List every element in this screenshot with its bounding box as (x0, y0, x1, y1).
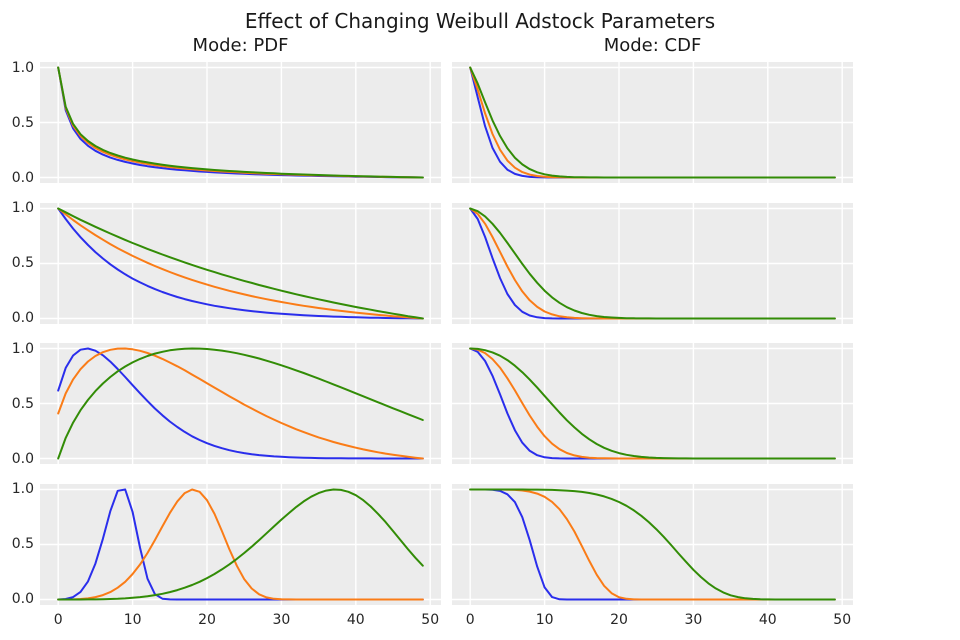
plot-area (40, 343, 441, 464)
y-tick-label: 0.0 (11, 169, 34, 186)
subplot-shape-0.5-cdf: Mode: CDF (452, 35, 853, 183)
y-tick-label: 1.0 (11, 59, 34, 76)
plot-area (40, 62, 441, 183)
plot-area (40, 202, 441, 324)
x-tick-label: 10 (123, 611, 142, 628)
series-pdf-shape1-scale40 (57, 207, 424, 319)
series-pdf-shape5-scale40 (57, 488, 424, 600)
y-tick-label: 0.0 (11, 591, 34, 607)
y-tick-label: 0.0 (11, 310, 34, 326)
plot-area (452, 343, 853, 464)
x-tick-label: 40 (346, 611, 365, 628)
series-pdf-shape5-scale20 (57, 488, 424, 600)
subplot-shape-1.5-cdf (452, 343, 853, 464)
y-tick-label: 0.5 (11, 114, 34, 131)
x-tick-label: 30 (684, 611, 703, 628)
series-pdf-shape1-scale10 (57, 207, 424, 319)
subplot-shape-5-cdf: 0 10 20 30 40 50 (452, 483, 853, 628)
subplot-shape-1-pdf: 0.0 0.5 1.0 (12, 200, 441, 326)
plot-area (40, 483, 441, 605)
y-tick-label: 0.5 (11, 536, 34, 552)
x-tick-label: 0 (465, 611, 475, 628)
series-cdf-shape0.5-scale40 (469, 66, 836, 179)
x-tick-label: 20 (610, 611, 628, 628)
x-tick-label: 30 (272, 611, 291, 628)
subplot-shape-1-cdf (452, 202, 853, 324)
x-tick-label: 10 (535, 611, 554, 628)
x-tick-label: 20 (198, 611, 216, 628)
plot-area (452, 202, 853, 324)
x-tick-label: 0 (53, 611, 63, 628)
x-tick-label: 50 (421, 611, 440, 628)
subplot-shape-5-pdf: 0.0 0.5 1.0 0 10 20 30 40 50 (12, 481, 441, 628)
y-tick-label: 1.0 (11, 481, 34, 497)
series-cdf-shape1-scale40 (469, 207, 836, 319)
subplot-title-cdf: Mode: CDF (603, 35, 702, 56)
series-pdf-shape1.5-scale20 (57, 347, 424, 460)
y-tick-label: 0.0 (11, 450, 34, 467)
series-cdf-shape5-scale40 (469, 488, 836, 600)
y-tick-label: 0.5 (11, 255, 34, 271)
y-tick-label: 1.0 (11, 340, 34, 357)
plot-area (452, 483, 853, 605)
y-tick-label: 1.0 (11, 200, 34, 216)
series-cdf-shape1.5-scale40 (469, 347, 836, 460)
x-tick-label: 50 (833, 611, 852, 628)
x-tick-label: 40 (758, 611, 777, 628)
subplot-shape-1.5-pdf: 0.0 0.5 1.0 (12, 341, 441, 467)
y-tick-label: 0.5 (11, 395, 34, 412)
series-pdf-shape1.5-scale40 (57, 347, 424, 460)
subplot-title-pdf: Mode: PDF (192, 35, 289, 56)
plot-area (452, 62, 853, 183)
series-pdf-shape0.5-scale40 (57, 66, 424, 179)
series-pdf-shape1-scale20 (57, 207, 424, 319)
figure-title: Effect of Changing Weibull Adstock Param… (244, 9, 716, 33)
subplot-shape-0.5-pdf: Mode: PDF 0.0 0.5 1.0 (12, 35, 441, 186)
